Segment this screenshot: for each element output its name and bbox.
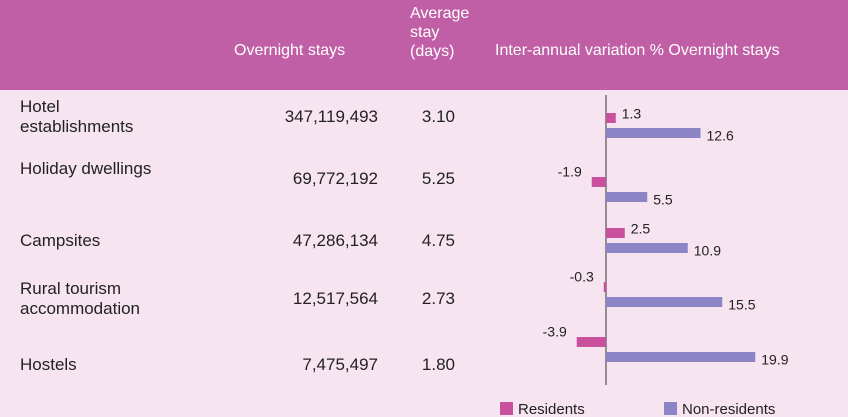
cell: 47,286,134 — [292, 231, 378, 250]
cell: 1.80 — [421, 355, 455, 374]
data-label: -3.9 — [543, 324, 567, 340]
bar — [603, 282, 606, 292]
row-label: Holiday dwellings — [20, 159, 152, 178]
data-label: 10.9 — [694, 243, 721, 259]
data-label: 19.9 — [761, 352, 788, 368]
legend-swatch — [664, 402, 677, 415]
bar — [606, 192, 648, 202]
bar — [606, 128, 701, 138]
header-cell: (days) — [410, 43, 455, 60]
cell: 347,119,493 — [284, 107, 378, 126]
cell: 69,772,192 — [292, 169, 378, 188]
row-label: Hostels — [20, 355, 77, 374]
bar — [606, 352, 756, 362]
data-label: 2.5 — [631, 221, 651, 237]
data-label: 1.3 — [622, 106, 642, 122]
data-label: 5.5 — [653, 192, 673, 208]
cell: 4.75 — [421, 231, 455, 250]
bar — [576, 337, 606, 347]
header-cell: Average — [410, 5, 470, 22]
data-label: 12.6 — [707, 128, 734, 144]
cell: 3.10 — [421, 107, 455, 126]
row-label: Hotel establishments — [20, 97, 134, 136]
header-cell: Overnight stays — [234, 42, 346, 59]
bar — [606, 113, 616, 123]
row-label: Rural tourism accommodation — [20, 279, 141, 318]
cell: 12,517,564 — [292, 289, 378, 308]
header-band — [0, 0, 848, 90]
bar — [606, 297, 723, 307]
row-label: Campsites — [20, 231, 101, 250]
bar — [606, 243, 688, 253]
cell: 5.25 — [421, 169, 455, 188]
cell: 7,475,497 — [302, 355, 378, 374]
chart-title: Inter-annual variation % Overnight stays — [495, 42, 780, 59]
cell: 2.73 — [421, 289, 455, 308]
legend-label: Non-residents — [682, 401, 775, 417]
legend-swatch — [500, 402, 513, 415]
data-label: -1.9 — [558, 164, 582, 180]
bar — [591, 177, 606, 187]
bar — [606, 228, 625, 238]
header-cell: stay — [410, 24, 440, 41]
data-label: 15.5 — [728, 297, 755, 313]
legend-label: Residents — [518, 401, 585, 417]
data-label: -0.3 — [570, 269, 594, 285]
